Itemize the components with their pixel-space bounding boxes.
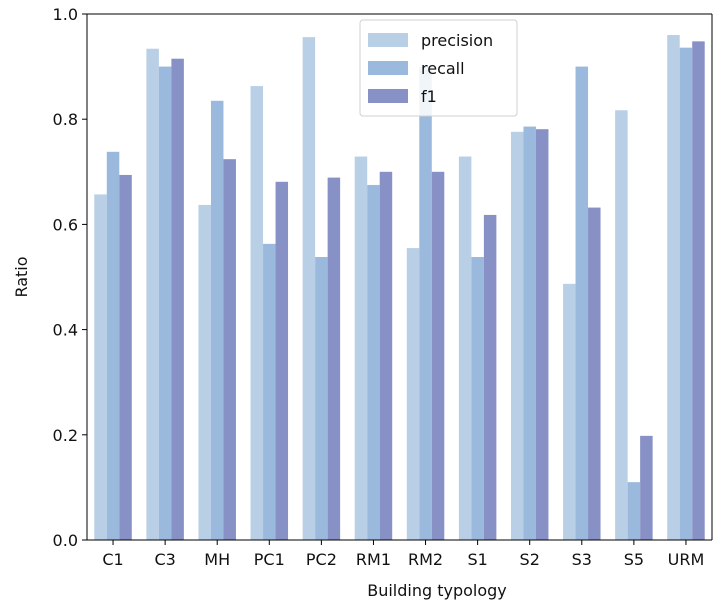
bar-f1-MH [223,159,236,540]
y-tick-label: 0.2 [53,426,78,445]
x-tick-label: RM1 [356,550,391,569]
legend-label-f1: f1 [421,87,437,106]
bar-precision-PC2 [302,37,316,540]
bar-precision-C3 [146,48,159,540]
x-tick-label: S5 [624,550,644,569]
y-axis-label: Ratio [12,256,31,297]
bar-f1-PC2 [327,177,341,540]
bar-recall-S1 [471,257,484,540]
y-tick-label: 0.0 [53,531,78,550]
legend-swatch-recall [368,61,408,75]
bar-recall-PC2 [315,257,328,540]
x-tick-label: MH [204,550,230,569]
x-tick-label: S2 [520,550,540,569]
legend: precision recall f1 [359,19,518,117]
x-tick-label: S1 [467,550,487,569]
x-tick-label: S3 [572,550,592,569]
bar-precision-S3 [563,283,576,540]
bar-recall-S5 [627,482,641,540]
bar-f1-PC1 [275,181,289,541]
x-tick-label: RM2 [408,550,443,569]
legend-label-precision: precision [421,31,493,50]
bar-precision-S1 [458,156,472,541]
bar-recall-C1 [106,151,120,540]
bar-recall-S3 [575,66,589,540]
bars-layer [94,35,705,541]
bar-f1-RM1 [379,171,393,541]
bar-precision-S2 [510,131,524,540]
bar-recall-RM1 [367,184,380,540]
x-tick-label: PC1 [254,550,285,569]
bar-f1-S5 [640,435,653,540]
bar-recall-PC1 [263,243,276,541]
bar-f1-S2 [535,129,549,540]
bar-precision-URM [667,35,680,540]
y-tick-label: 0.8 [53,110,78,129]
bar-f1-C1 [119,174,132,540]
bar-recall-MH [210,100,224,540]
x-tick-label: URM [668,550,705,569]
bar-f1-C3 [171,58,184,541]
bar-precision-S5 [615,110,628,540]
bar-precision-MH [198,204,211,540]
x-axis-label: Building typology [367,581,507,600]
bar-recall-C3 [158,66,172,540]
x-tick-label: C3 [154,550,175,569]
legend-swatch-precision [368,33,408,47]
bar-recall-S2 [523,126,536,540]
legend-swatch-f1 [368,89,408,103]
bar-precision-RM2 [406,248,420,540]
bar-precision-RM1 [354,156,368,541]
bar-recall-RM2 [419,66,432,540]
legend-label-recall: recall [421,59,465,78]
bar-f1-RM2 [431,171,445,541]
x-tick-label: C1 [102,550,123,569]
y-tick-label: 0.6 [53,215,78,234]
y-tick-label: 1.0 [53,5,78,24]
bar-f1-URM [692,41,705,540]
bar-f1-S3 [588,207,601,540]
ticks-layer: 0.0 0.2 0.4 0.6 0.8 1.0 C1 C3 MH PC1 PC2 RM1 RM2 S1 S2… [53,5,705,569]
bar-precision-C1 [94,194,107,541]
y-tick-label: 0.4 [53,321,78,340]
bar-precision-PC1 [250,86,264,540]
bar-recall-URM [679,47,693,540]
axes-layer [86,13,713,541]
x-tick-label: PC2 [306,550,337,569]
bar-f1-S1 [483,214,497,540]
